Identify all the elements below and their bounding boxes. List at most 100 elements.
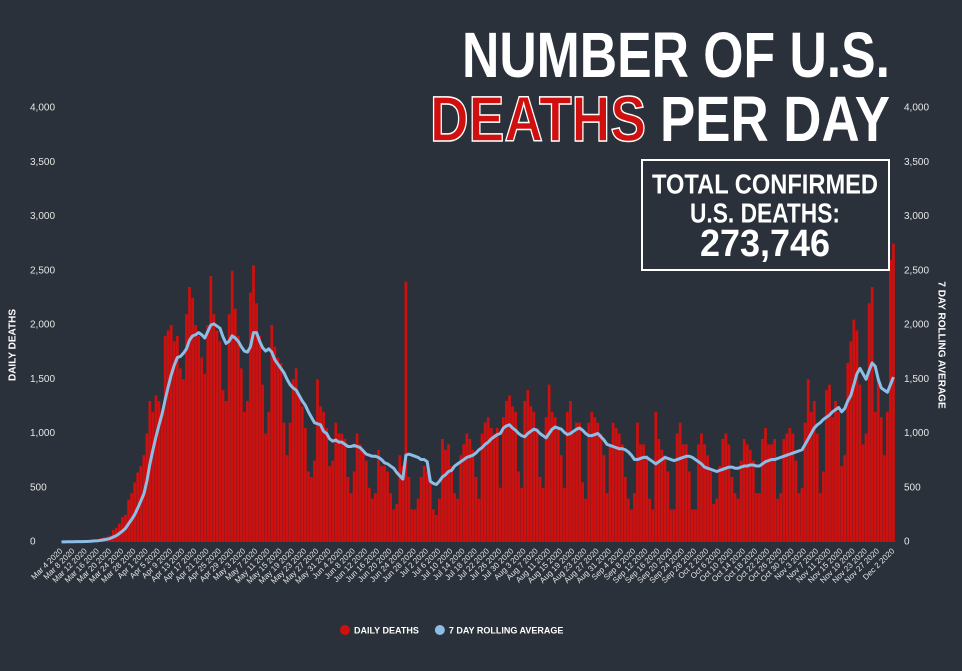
bar — [255, 303, 258, 542]
bar — [764, 428, 767, 542]
bar — [791, 433, 795, 542]
bar — [322, 411, 325, 542]
bar — [203, 373, 207, 542]
bar — [566, 411, 569, 542]
bar — [212, 314, 216, 542]
total-value: 273,746 — [700, 223, 830, 265]
bar — [444, 449, 447, 542]
bar — [325, 428, 329, 542]
bar — [541, 487, 545, 542]
y-tick-label: 0 — [30, 537, 36, 548]
bar — [745, 444, 749, 542]
bar — [730, 476, 734, 542]
bar — [361, 449, 365, 542]
bar — [754, 493, 758, 542]
bar — [508, 395, 511, 542]
bar — [227, 314, 231, 542]
bar — [584, 498, 588, 542]
y-tick-label: 2,000 — [30, 320, 55, 331]
bar — [157, 400, 161, 542]
bar — [636, 422, 639, 542]
y2-tick-label: 0 — [904, 537, 910, 548]
bar — [179, 368, 182, 542]
bar — [611, 422, 615, 542]
bar — [486, 417, 490, 542]
bar — [316, 379, 319, 542]
bar — [751, 460, 755, 542]
bar — [837, 411, 840, 542]
bar — [626, 498, 630, 542]
bar — [672, 509, 676, 542]
bar — [209, 276, 213, 542]
y-tick-label: 1,000 — [30, 428, 55, 439]
bar — [380, 466, 383, 542]
bar — [282, 422, 286, 542]
bar — [346, 476, 350, 542]
y-tick-label: 3,500 — [30, 157, 55, 168]
bar — [249, 292, 252, 542]
bar — [828, 384, 831, 542]
bar — [669, 509, 673, 542]
bar — [849, 341, 853, 542]
legend-marker — [340, 625, 350, 635]
bar — [675, 433, 679, 542]
bar — [867, 303, 871, 542]
bar — [544, 417, 548, 542]
bar — [200, 357, 204, 542]
bar — [264, 433, 268, 542]
bar — [267, 411, 271, 542]
bar — [825, 390, 828, 542]
bar — [242, 411, 246, 542]
bar — [175, 335, 179, 542]
bar — [687, 471, 691, 542]
bar — [556, 428, 560, 542]
bar — [142, 455, 146, 542]
bar — [236, 335, 240, 542]
bar — [892, 243, 895, 542]
bar — [572, 433, 575, 542]
bar — [855, 330, 859, 542]
bar — [160, 411, 164, 542]
bar — [462, 444, 466, 542]
bar — [776, 498, 780, 542]
bar — [520, 487, 524, 542]
bar — [843, 455, 847, 542]
bar — [438, 498, 441, 542]
bar — [386, 471, 389, 542]
y2-tick-label: 2,000 — [904, 320, 929, 331]
bar — [498, 487, 502, 542]
bar — [261, 384, 265, 542]
y2-axis-label: 7 DAY ROLLING AVERAGE — [935, 281, 946, 409]
bar — [620, 444, 624, 542]
y-axis-label: DAILY DEATHS — [8, 309, 19, 381]
bar — [367, 487, 371, 542]
bar — [727, 444, 731, 542]
bar — [492, 433, 496, 542]
bar — [645, 455, 649, 542]
bar — [623, 476, 627, 542]
bar — [377, 449, 380, 542]
bar — [840, 466, 844, 542]
bar — [712, 504, 716, 542]
bar — [559, 455, 563, 542]
bar — [660, 449, 664, 542]
bar — [468, 438, 472, 542]
bar — [797, 493, 801, 542]
bar — [770, 444, 773, 542]
bar — [648, 498, 652, 542]
bar — [221, 390, 225, 542]
chart-title-rest: PER DAY — [660, 83, 890, 155]
y-tick-label: 1,500 — [30, 374, 55, 385]
bar — [773, 438, 776, 542]
bar — [401, 466, 405, 542]
bar — [413, 509, 417, 542]
chart-title: NUMBER OF U.S. — [462, 19, 890, 91]
bar — [599, 433, 603, 542]
bar — [663, 455, 667, 542]
bar — [886, 411, 889, 542]
bar — [882, 455, 886, 542]
bar — [477, 498, 481, 542]
bar — [172, 341, 176, 542]
bar — [703, 444, 706, 542]
